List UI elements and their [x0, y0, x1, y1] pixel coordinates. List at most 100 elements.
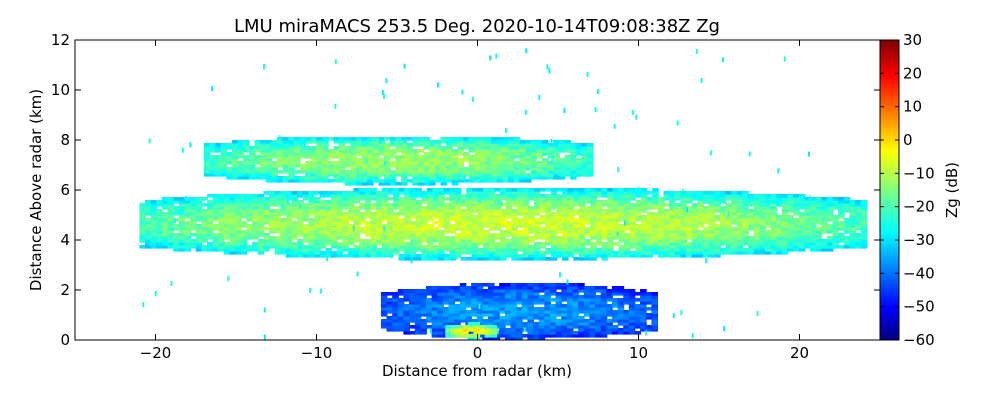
- echo-cell: [465, 286, 472, 290]
- echo-cell: [860, 242, 868, 246]
- echo-cell: [288, 176, 295, 180]
- echo-cell: [294, 179, 301, 183]
- echo-cell: [415, 248, 423, 252]
- echo-cell: [387, 251, 394, 255]
- echo-cell: [294, 152, 301, 156]
- echo-cell: [381, 233, 389, 237]
- echo-cell: [451, 173, 459, 177]
- echo-cell: [719, 239, 727, 243]
- echo-cell: [243, 176, 250, 180]
- echo-cell: [589, 325, 596, 329]
- echo-cell: [578, 283, 585, 287]
- echo-cell: [404, 200, 411, 204]
- echo-cell: [708, 224, 716, 228]
- echo-cell: [815, 197, 823, 201]
- echo-cell: [645, 328, 653, 332]
- echo-cell: [297, 218, 304, 222]
- echo-cell: [601, 191, 609, 195]
- echo-cell: [607, 251, 614, 255]
- echo-cell: [742, 248, 749, 252]
- echo-cell: [640, 301, 647, 305]
- echo-cell: [742, 218, 749, 222]
- echo-cell: [240, 200, 248, 204]
- echo-cell: [606, 322, 613, 326]
- echo-cell: [392, 310, 399, 314]
- echo-cell: [297, 203, 304, 207]
- echo-cell: [567, 197, 575, 201]
- echo-cell: [770, 215, 778, 219]
- echo-cell: [691, 224, 699, 228]
- echo-cell: [310, 149, 318, 153]
- echo-cell: [412, 161, 419, 165]
- echo-cell: [787, 242, 794, 246]
- echo-cell: [617, 313, 625, 317]
- echo-cell: [545, 188, 552, 192]
- echo-cell: [781, 245, 789, 249]
- echo-cell: [412, 140, 419, 144]
- echo-cell: [367, 179, 374, 183]
- echo-cell: [573, 239, 580, 243]
- echo-cell: [607, 236, 614, 240]
- echo-cell: [376, 230, 383, 234]
- echo-cell: [415, 257, 423, 261]
- echo-cell: [190, 203, 197, 207]
- echo-cell: [600, 316, 608, 320]
- echo-cell: [412, 179, 419, 183]
- x-tick-label: 0: [473, 344, 483, 362]
- echo-cell: [477, 197, 485, 201]
- echo-cell: [510, 334, 518, 338]
- echo-cell: [511, 230, 518, 234]
- echo-cell: [364, 233, 372, 237]
- echo-cell: [409, 206, 417, 210]
- echo-cell: [252, 206, 259, 210]
- echo-cell: [742, 236, 749, 240]
- echo-cell: [218, 215, 225, 219]
- echo-cell: [550, 215, 558, 219]
- echo-cell: [646, 203, 654, 207]
- echo-cell: [252, 212, 259, 216]
- echo-cell: [798, 230, 806, 234]
- echo-cell: [539, 209, 547, 213]
- echo-cell: [423, 143, 431, 147]
- echo-cell: [635, 248, 642, 252]
- echo-cell: [759, 197, 766, 201]
- echo-cell: [460, 224, 468, 228]
- echo-cell: [562, 245, 569, 249]
- echo-cell: [483, 230, 490, 234]
- echo-cell: [686, 215, 693, 219]
- echo-cell: [562, 251, 569, 255]
- echo-cell: [770, 239, 778, 243]
- echo-cell: [414, 322, 422, 326]
- echo-cell: [274, 230, 282, 234]
- echo-cell: [578, 200, 586, 204]
- echo-cell: [484, 334, 492, 338]
- echo-cell: [409, 289, 416, 293]
- echo-cell: [646, 191, 654, 195]
- echo-cell: [442, 310, 450, 314]
- echo-cell: [389, 152, 397, 156]
- echo-cell: [651, 325, 658, 329]
- echo-cell: [282, 179, 290, 183]
- echo-cell: [274, 239, 282, 243]
- echo-cell: [810, 224, 817, 228]
- echo-cell: [468, 149, 476, 153]
- echo-cell: [384, 137, 391, 141]
- echo-cell: [572, 301, 580, 305]
- echo-cell: [485, 176, 493, 180]
- echo-cell: [209, 149, 216, 153]
- echo-cell: [600, 307, 608, 311]
- echo-cell: [380, 319, 388, 323]
- echo-cell: [297, 212, 304, 216]
- echo-cell: [190, 218, 197, 222]
- echo-cell: [173, 248, 180, 252]
- echo-cell: [595, 304, 602, 308]
- echo-cell: [285, 203, 293, 207]
- echo-cell: [409, 298, 416, 302]
- echo-cell: [651, 292, 658, 296]
- echo-cell: [500, 245, 507, 249]
- echo-cell: [161, 224, 169, 228]
- echo-cell: [485, 170, 493, 174]
- echo-cell: [635, 209, 642, 213]
- echo-cell: [456, 328, 464, 332]
